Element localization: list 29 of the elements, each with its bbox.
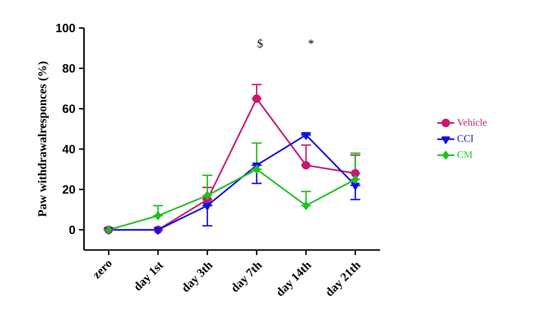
x-tick-label: day 14th — [277, 262, 312, 296]
legend-label: CCI — [457, 135, 474, 142]
annotation: * — [308, 40, 314, 44]
point — [154, 211, 162, 220]
point — [351, 169, 360, 178]
legend-label: CM — [457, 151, 472, 158]
point — [252, 94, 261, 103]
y-tick-label: 80 — [62, 64, 76, 73]
x-tick-label: zero — [94, 261, 112, 280]
x-tick-label: day 21th — [326, 262, 362, 296]
x-tick-label: day 1st — [135, 262, 164, 290]
y-tick-label: 40 — [62, 144, 76, 154]
point — [253, 164, 260, 174]
point — [302, 201, 310, 210]
legend-label: Vehicle — [457, 118, 487, 126]
point — [203, 202, 212, 210]
point — [204, 191, 211, 200]
y-tick-label: 0 — [69, 226, 76, 234]
point — [302, 160, 310, 170]
y-tick-label: 60 — [62, 104, 76, 113]
y-tick-label: 20 — [62, 185, 76, 194]
point — [302, 132, 310, 140]
y-axis-title: Paw withdrawalresponces (%) — [38, 62, 49, 217]
x-tick-label: day 3th — [182, 262, 214, 292]
y-tick-label: 100 — [56, 24, 75, 32]
point — [352, 175, 359, 184]
x-tick-label: day 7th — [232, 262, 262, 292]
annotation: $ — [258, 38, 263, 48]
point — [351, 182, 360, 190]
